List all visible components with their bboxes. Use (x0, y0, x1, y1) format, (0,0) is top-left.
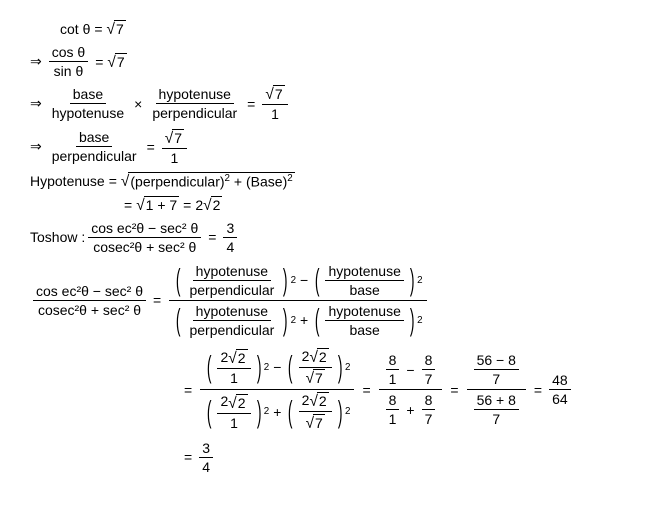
eq-line-8: cos ec²θ − sec² θ cosec²θ + sec² θ = (hy… (30, 261, 631, 340)
fraction: cos ec²θ − sec² θ cosec²θ + sec² θ (88, 220, 201, 255)
equals: = (362, 382, 370, 398)
fraction: 48 64 (549, 372, 571, 407)
eq-line-5: Hypotenuse = √ (perpendicular)2 + (Base)… (30, 172, 631, 190)
equals: = (247, 96, 255, 112)
sqrt: √7 (107, 20, 126, 38)
fraction: 3 4 (199, 440, 213, 475)
big-fraction: 56 − 87 56 + 87 (467, 350, 526, 429)
equals: = (95, 54, 103, 70)
eq-line-1: cot θ = √7 (30, 20, 631, 38)
equals: = (184, 382, 192, 398)
coef: 2 (195, 197, 203, 213)
eq-line-9: = (2√21)2 − (2√2√7)2 (2√21)2 + (2√2√7)2 … (30, 346, 631, 434)
times-icon: × (134, 96, 142, 112)
equals: = (124, 197, 132, 213)
eq-line-3: ⇒ base hypotenuse × hypotenuse perpendic… (30, 85, 631, 122)
equals: = (94, 21, 102, 37)
equals: = (153, 292, 161, 308)
equals: = (109, 173, 117, 189)
label: Toshow : (30, 229, 85, 245)
fraction: base perpendicular (49, 129, 140, 164)
fraction: 3 4 (223, 220, 237, 255)
big-fraction: (2√21)2 − (2√2√7)2 (2√21)2 + (2√2√7)2 (200, 346, 354, 434)
fraction: √7 1 (162, 128, 187, 165)
implies-icon: ⇒ (30, 53, 42, 70)
lhs: cot θ (60, 21, 90, 37)
fraction: base hypotenuse (49, 86, 127, 121)
eq-line-7: Toshow : cos ec²θ − sec² θ cosec²θ + sec… (30, 220, 631, 255)
lhs: Hypotenuse (30, 173, 105, 189)
equals: = (208, 229, 216, 245)
fraction: √7 1 (262, 85, 287, 122)
equals: = (183, 197, 191, 213)
sqrt: √7 (107, 53, 126, 71)
fraction-lhs: cos ec²θ − sec² θ cosec²θ + sec² θ (33, 283, 146, 318)
sqrt: √ (perpendicular)2 + (Base)2 (121, 172, 295, 190)
equals: = (147, 139, 155, 155)
eq-line-10: = 3 4 (30, 440, 631, 475)
eq-line-4: ⇒ base perpendicular = √7 1 (30, 128, 631, 165)
fraction: cos θ sin θ (49, 44, 88, 79)
sqrt: √1 + 7 (136, 196, 179, 214)
big-fraction: (hypotenuseperpendicular)2 − (hypotenuse… (169, 261, 426, 340)
equals: = (184, 449, 192, 465)
equals: = (534, 382, 542, 398)
eq-line-6: = √1 + 7 = 2√2 (30, 196, 631, 214)
big-fraction: 81−87 81+87 (379, 350, 443, 429)
eq-line-2: ⇒ cos θ sin θ = √7 (30, 44, 631, 79)
fraction: hypotenuse perpendicular (149, 86, 240, 121)
implies-icon: ⇒ (30, 95, 42, 112)
implies-icon: ⇒ (30, 138, 42, 155)
sqrt: √2 (203, 196, 222, 214)
equals: = (450, 382, 458, 398)
